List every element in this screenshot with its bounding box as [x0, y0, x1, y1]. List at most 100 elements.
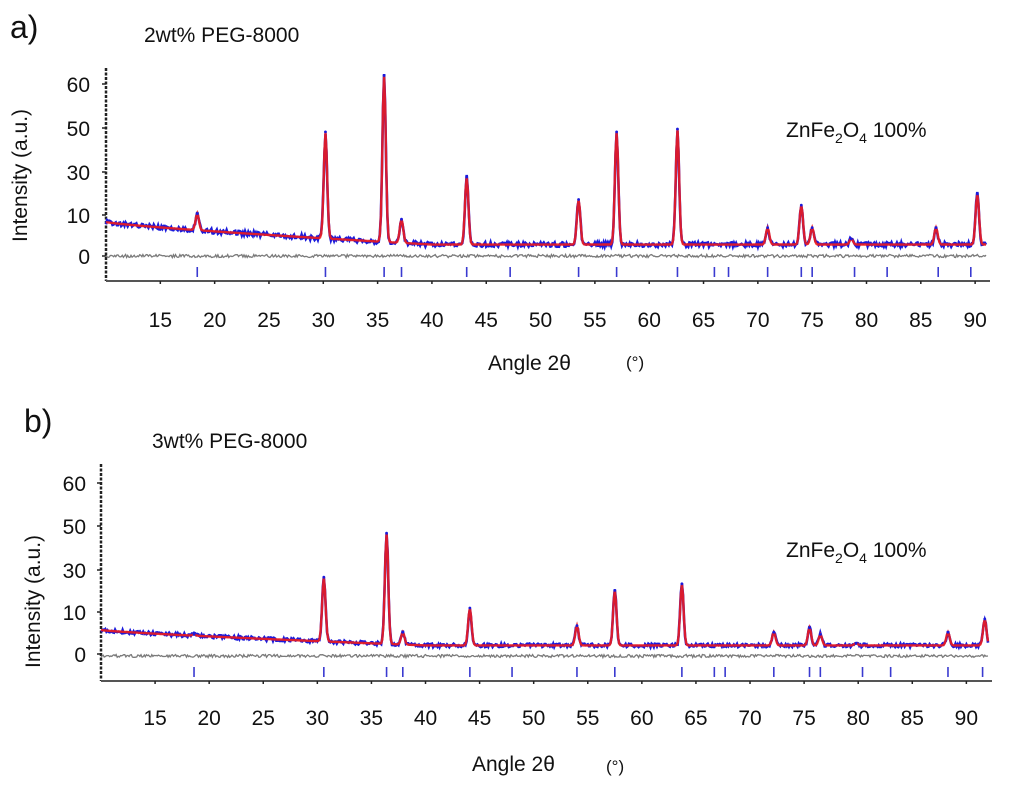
calculated-curve: [100, 533, 990, 647]
panel-a-title: 2wt% PEG-8000: [144, 24, 299, 47]
x-tick-label: 25: [252, 707, 275, 730]
peak-point: [849, 237, 853, 241]
panel-b-label: b): [24, 403, 52, 439]
peak-point: [946, 630, 950, 634]
peak-point: [575, 624, 579, 627]
y-tick-label: 60: [63, 473, 86, 496]
peak-point: [382, 74, 386, 77]
panel-a-xlabel-unit: (°): [626, 353, 644, 372]
formula-sub1: 2: [835, 130, 843, 146]
peak-point: [799, 203, 803, 207]
x-tick-label: 45: [475, 309, 498, 332]
x-tick-label: 75: [792, 707, 815, 730]
x-tick-label: 35: [366, 309, 389, 332]
peak-point: [854, 641, 858, 645]
x-tick-label: 30: [312, 309, 335, 332]
peak-point: [385, 531, 388, 535]
x-tick-label: 45: [468, 707, 491, 730]
peak-point: [195, 212, 199, 215]
formula-sub2: 4: [859, 130, 867, 146]
x-tick-label: 65: [692, 309, 715, 332]
peak-point: [810, 226, 814, 230]
formula-sub2: 4: [859, 550, 867, 566]
x-tick-label: 20: [197, 707, 220, 730]
x-tick-label: 60: [638, 309, 661, 332]
peak-point: [192, 633, 196, 636]
peak-point: [615, 130, 619, 134]
panel-b-xlabel-unit: (°): [606, 757, 624, 776]
observed-curve: [104, 73, 988, 252]
y-tick-label: 10: [67, 205, 90, 228]
y-tick-label: 0: [78, 246, 90, 269]
formula-suffix: 100%: [867, 539, 927, 562]
formula-suffix: 100%: [867, 119, 927, 142]
peak-point: [808, 626, 811, 630]
peak-point: [577, 198, 580, 201]
peak-point: [680, 582, 684, 586]
formula-main: ZnFe: [786, 539, 835, 562]
formula-mid: O: [843, 119, 859, 142]
x-tick-label: 35: [360, 707, 383, 730]
x-tick-label: 55: [576, 707, 599, 730]
panel-b-plot: 0 10 30 50 60 15 20 25 30 35 40 45 50 55 60 65 70 75 80 85 9…: [63, 464, 992, 730]
panel-b-phase-label: ZnFe2O4 100%: [786, 539, 927, 566]
y-tick-label: 50: [63, 516, 86, 539]
x-tick-label: 20: [203, 309, 226, 332]
panel-a-label: a): [10, 9, 38, 45]
x-tick-label: 60: [630, 707, 653, 730]
y-tick-label: 30: [67, 162, 90, 185]
panel-b-xlabel: Angle 2θ: [472, 753, 555, 776]
x-tick-label: 75: [800, 309, 823, 332]
y-tick-label: 10: [63, 602, 86, 625]
x-tick-label: 65: [684, 707, 707, 730]
formula-sub1: 2: [835, 550, 843, 566]
x-tick-label: 25: [257, 309, 280, 332]
panel-b-title: 3wt% PEG-8000: [152, 430, 307, 453]
y-tick-label: 0: [74, 644, 86, 667]
difference-curve: [105, 252, 987, 260]
x-tick-label: 15: [143, 707, 166, 730]
peak-point: [401, 630, 405, 634]
peak-point: [468, 606, 472, 610]
x-tick-label: 50: [529, 309, 552, 332]
peak-point: [676, 127, 679, 131]
difference-curve: [100, 653, 989, 660]
panel-a-xlabel: Angle 2θ: [488, 352, 571, 375]
peak-point: [400, 217, 403, 221]
x-tick-label: 55: [583, 309, 606, 332]
x-tick-label: 40: [420, 309, 443, 332]
y-tick-label: 50: [67, 118, 90, 141]
peak-point: [322, 575, 326, 579]
y-tick-label: 60: [67, 74, 90, 97]
x-tick-label: 40: [414, 707, 437, 730]
panel-a-plot: 0 10 30 50 60 15 20 25 30 35 40 45 50 55 60 65 70 75 80 85 9…: [67, 68, 990, 332]
peak-point: [983, 617, 987, 621]
peak-point: [324, 130, 327, 134]
x-tick-label: 80: [855, 309, 878, 332]
panel-b-ylabel: Intensity (a.u.): [22, 535, 45, 668]
panel-a-ylabel: Intensity (a.u.): [9, 109, 32, 242]
y-tick-label: 30: [63, 560, 86, 583]
x-tick-label: 15: [149, 309, 172, 332]
x-tick-label: 50: [522, 707, 545, 730]
x-tick-label: 70: [738, 707, 761, 730]
peak-point: [818, 633, 822, 636]
formula-main: ZnFe: [786, 119, 835, 142]
x-tick-label: 80: [847, 707, 870, 730]
panel-a-phase-label: ZnFe2O4 100%: [786, 119, 927, 146]
x-tick-label: 90: [955, 707, 978, 730]
formula-mid: O: [843, 539, 859, 562]
peak-point: [772, 630, 776, 634]
peak-point: [975, 192, 979, 196]
peak-point: [934, 226, 938, 230]
x-tick-label: 70: [746, 309, 769, 332]
peak-point: [766, 226, 770, 230]
peak-point: [613, 589, 617, 592]
x-tick-label: 30: [306, 707, 329, 730]
x-tick-label: 90: [963, 309, 986, 332]
calculated-curve: [105, 75, 986, 246]
peak-point: [465, 175, 469, 179]
x-tick-label: 85: [901, 707, 924, 730]
x-tick-label: 85: [909, 309, 932, 332]
